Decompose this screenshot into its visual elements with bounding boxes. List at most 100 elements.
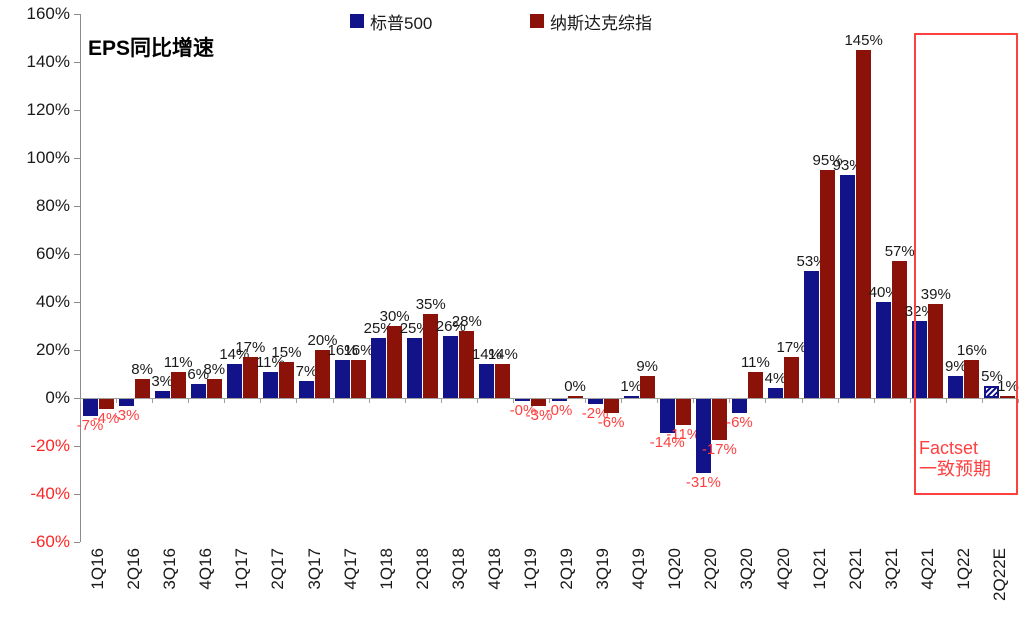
bar-nasdaq-4Q18 (495, 364, 511, 398)
legend-item-sp500: 标普500 (350, 11, 432, 33)
label-sp500-3Q18: 26% (435, 317, 466, 335)
x-label-3Q17: 3Q17 (304, 548, 324, 590)
y-label-160: 160% (26, 4, 70, 23)
label-nasdaq-4Q19: 9% (636, 358, 659, 376)
bar-sp500-1Q21 (804, 270, 820, 398)
label-nasdaq-4Q20: 17% (776, 339, 807, 357)
bar-sp500-3Q19 (587, 399, 603, 404)
x-label-4Q17: 4Q17 (340, 548, 360, 590)
x-label-2Q17: 2Q17 (268, 548, 288, 590)
category-tick (801, 399, 803, 403)
category-tick (693, 399, 695, 403)
bar-sp500-4Q18 (479, 364, 495, 398)
x-label-1Q18: 1Q18 (376, 548, 396, 590)
label-sp500-3Q19: -2% (581, 404, 609, 422)
x-label-1Q17: 1Q17 (232, 548, 252, 590)
label-nasdaq-1Q17: 17% (235, 339, 266, 357)
x-label-4Q16: 4Q16 (196, 548, 216, 590)
factset-forecast-label: Factset 一致预期 (919, 438, 991, 480)
bar-nasdaq-3Q19 (603, 399, 619, 414)
label-sp500-2Q21: 93% (832, 156, 863, 174)
x-label-3Q16: 3Q16 (160, 548, 180, 590)
category-tick (296, 399, 298, 403)
x-label-1Q20: 1Q20 (665, 548, 685, 590)
bar-sp500-1Q16 (82, 399, 98, 416)
bar-nasdaq-3Q20 (747, 371, 763, 398)
bar-sp500-2Q22E (984, 386, 1000, 398)
bar-nasdaq-4Q19 (639, 376, 655, 398)
bar-nasdaq-3Q17 (315, 350, 330, 398)
factset-forecast-line2: 一致预期 (919, 459, 991, 479)
bar-nasdaq-2Q18 (423, 314, 439, 398)
y-tick (74, 206, 80, 207)
bar-nasdaq-1Q22 (964, 359, 980, 398)
category-tick (873, 399, 875, 403)
x-label-2Q18: 2Q18 (412, 548, 432, 590)
label-nasdaq-3Q20: 11% (740, 353, 770, 371)
bar-sp500-2Q21 (840, 174, 856, 398)
category-tick (512, 399, 514, 403)
category-tick (404, 399, 406, 403)
category-tick (1018, 399, 1019, 403)
y-tick (74, 14, 80, 15)
bar-sp500-3Q16 (154, 390, 170, 398)
y-tick (74, 350, 80, 351)
bar-sp500-1Q19 (515, 399, 531, 401)
bar-sp500-4Q20 (768, 388, 783, 398)
label-sp500-3Q16: 3% (151, 372, 174, 390)
label-sp500-3Q17: 7% (295, 363, 318, 381)
label-sp500-2Q17: 11% (255, 353, 285, 371)
category-tick (152, 399, 154, 403)
label-sp500-2Q20: -31% (685, 474, 721, 492)
bar-nasdaq-1Q18 (387, 326, 403, 398)
x-label-1Q21: 1Q21 (809, 548, 829, 590)
y-tick (74, 446, 80, 447)
bar-nasdaq-1Q21 (820, 170, 836, 398)
bar-nasdaq-2Q20 (711, 399, 727, 440)
y-label--20: -20% (30, 436, 70, 455)
label-sp500-1Q16: -7% (76, 416, 104, 434)
chart-title: EPS同比增速 (88, 37, 215, 60)
bar-nasdaq-1Q16 (98, 399, 114, 409)
label-nasdaq-1Q19: -3% (525, 407, 553, 425)
y-tick (74, 302, 80, 303)
bar-nasdaq-2Q22E (1000, 395, 1016, 398)
label-sp500-1Q18: 25% (363, 320, 394, 337)
y-tick (74, 398, 80, 399)
x-label-3Q20: 3Q20 (737, 548, 757, 590)
x-label-2Q21: 2Q21 (845, 548, 865, 590)
bar-sp500-4Q16 (190, 383, 206, 398)
bar-nasdaq-1Q19 (531, 399, 547, 407)
y-label-0: 0% (45, 388, 70, 407)
x-label-4Q20: 4Q20 (773, 548, 793, 590)
label-nasdaq-4Q18: 14% (487, 346, 518, 364)
label-nasdaq-1Q20: -11% (666, 426, 701, 444)
category-tick (188, 399, 190, 403)
label-nasdaq-2Q19: 0% (564, 378, 586, 395)
category-tick (80, 399, 81, 403)
label-nasdaq-2Q17: 15% (271, 344, 302, 361)
y-label--40: -40% (30, 484, 70, 503)
x-label-1Q19: 1Q19 (520, 548, 540, 590)
category-tick (657, 399, 659, 403)
bar-nasdaq-2Q16 (134, 378, 150, 398)
x-label-4Q19: 4Q19 (629, 548, 649, 590)
x-label-1Q16: 1Q16 (88, 548, 108, 590)
bar-sp500-2Q18 (407, 338, 423, 398)
bar-sp500-3Q17 (299, 381, 314, 398)
label-nasdaq-2Q21: 145% (844, 32, 883, 49)
x-label-2Q16: 2Q16 (124, 548, 144, 590)
x-label-3Q18: 3Q18 (448, 548, 468, 590)
legend-item-nasdaq: 纳斯达克综指 (530, 11, 652, 33)
label-nasdaq-3Q19: -6% (597, 414, 625, 432)
label-sp500-2Q22E: 5% (981, 368, 1003, 385)
label-sp500-1Q20: -14% (649, 433, 685, 451)
bar-sp500-4Q19 (623, 395, 639, 398)
category-tick (116, 399, 118, 403)
category-tick (729, 399, 731, 403)
label-nasdaq-4Q16: 8% (203, 360, 226, 378)
label-sp500-2Q18: 25% (399, 320, 430, 337)
label-sp500-4Q20: 4% (764, 370, 787, 388)
bar-nasdaq-4Q21 (928, 304, 944, 398)
